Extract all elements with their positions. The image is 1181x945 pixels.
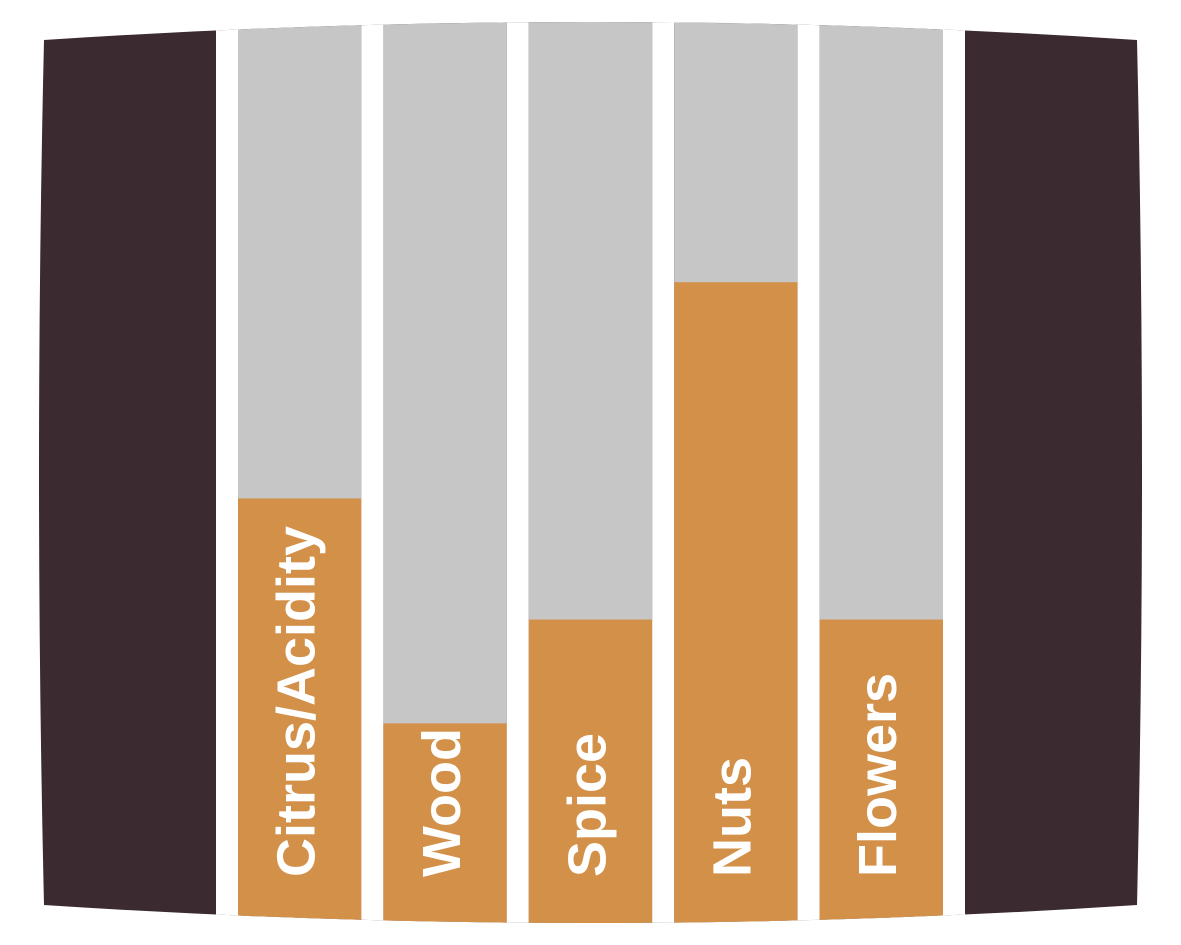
bar-label: Citrus/Acidity <box>267 526 327 877</box>
bar-label: Nuts <box>703 757 763 877</box>
bar-label: Wood <box>412 728 472 877</box>
bar-label: Flowers <box>848 673 908 877</box>
bar-label: Spice <box>557 733 617 877</box>
barrel-bar-chart: Citrus/Acidity Wood Spice Nuts Flowers <box>0 0 1181 945</box>
